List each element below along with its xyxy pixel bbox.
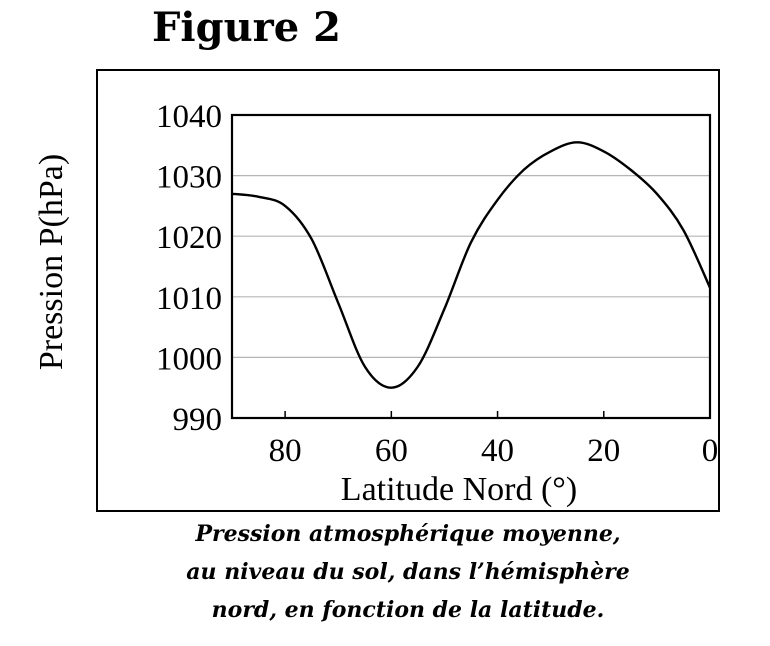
x-tick-labels: 80 60 40 20 0 [269,411,719,469]
y-tick-label: 990 [173,402,223,438]
y-tick-label: 1010 [156,281,222,317]
y-axis-label: Pression P(hPa) [33,154,70,370]
x-tick-label: 60 [375,433,408,469]
y-tick-label: 1020 [156,220,222,256]
y-tick-label: 1000 [156,341,222,377]
x-tick-label: 40 [481,433,514,469]
y-tick-labels: 990 1000 1010 1020 1030 1040 [156,99,222,438]
x-axis-label: Latitude Nord (°) [341,471,577,508]
figure-title: Figure 2 [152,4,341,51]
caption-line-3: nord, en fonction de la latitude. [211,597,605,623]
pressure-curve [231,141,712,389]
y-tick-label: 1030 [156,160,222,196]
plot-area-rect [230,113,712,420]
figure-caption: Pression atmosphérique moyenne, au nivea… [96,515,720,629]
caption-line-2: au niveau du sol, dans l’hémisphère [186,559,630,585]
x-tick-label: 20 [587,433,620,469]
caption-line-1: Pression atmosphérique moyenne, [195,521,621,547]
figure-frame [96,69,720,512]
y-tick-label: 1040 [156,99,222,135]
series-lines [231,141,712,389]
x-tick-label: 80 [269,433,302,469]
plot-area-border [230,113,712,420]
x-tick-label: 0 [702,433,719,469]
grid-lines [232,175,710,358]
